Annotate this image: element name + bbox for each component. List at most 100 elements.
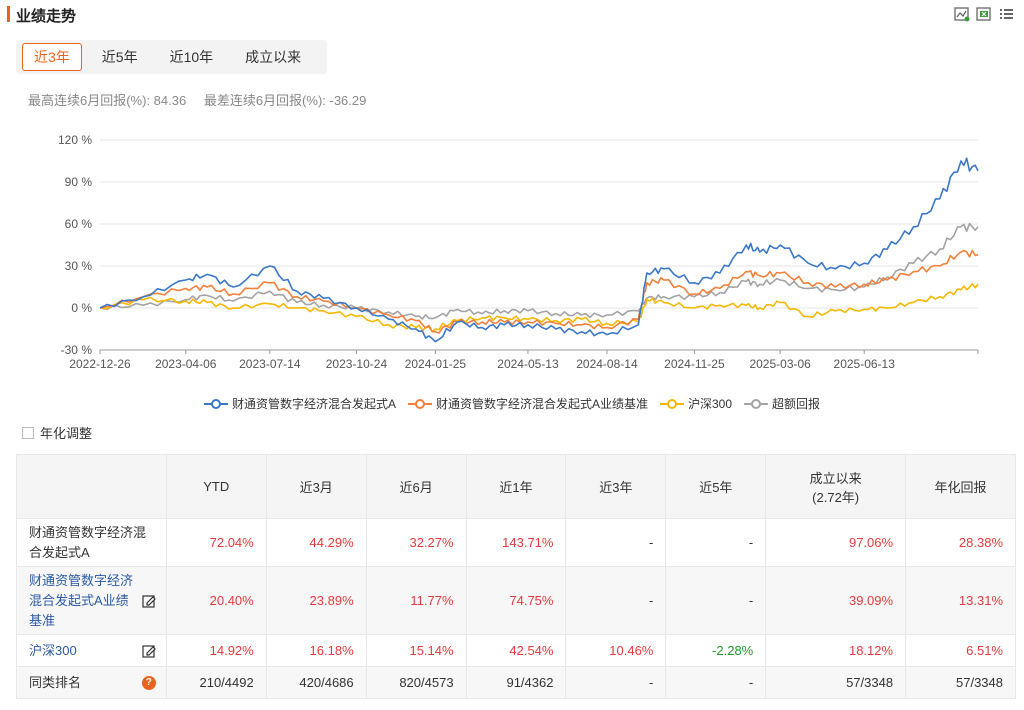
table-cell: 32.27% (365, 518, 467, 567)
table-cell: - (665, 666, 767, 699)
table-cell: 15.14% (365, 634, 467, 667)
series-line-2 (99, 283, 979, 333)
accent-bar (7, 6, 10, 22)
legend-label: 财通资管数字经济混合发起式A (231, 397, 396, 411)
column-header: 近5年 (665, 454, 767, 519)
row-name[interactable]: 财通资管数字经济混合发起式A业绩基准 (16, 566, 167, 635)
table-cell: 74.75% (465, 566, 567, 635)
series-line-0 (99, 157, 979, 343)
x-tick-label: 2025-03-06 (749, 357, 811, 371)
legend-label: 沪深300 (687, 397, 733, 411)
y-tick-label: -30 % (61, 343, 93, 357)
table-cell: 16.18% (265, 634, 367, 667)
series-line-3 (99, 222, 979, 320)
table-cell: 44.29% (265, 518, 367, 567)
row-name: 同类排名? (16, 666, 167, 699)
tab-10y[interactable]: 近10年 (169, 49, 214, 65)
list-icon[interactable] (998, 6, 1014, 22)
column-header: 近6月 (365, 454, 467, 519)
help-icon[interactable]: ? (141, 675, 156, 690)
tab-3y[interactable]: 近3年 (22, 43, 82, 71)
table-cell: 91/4362 (465, 666, 567, 699)
table-cell: 57/3348 (765, 666, 907, 699)
table-row: 财通资管数字经济混合发起式A 72.04% 44.29% 32.27% 143.71% -… (16, 518, 1016, 567)
x-tick-label: 2023-10-24 (326, 357, 388, 371)
annualize-label: 年化调整 (40, 426, 93, 441)
tab-since-inception[interactable]: 成立以来 (245, 49, 302, 65)
y-tick-label: 30 % (65, 259, 93, 273)
x-tick-label: 2024-05-13 (497, 357, 559, 371)
period-tabs: 近3年 近5年 近10年 成立以来 (16, 40, 328, 74)
y-tick-label: 90 % (65, 175, 93, 189)
performance-table: YTD 近3月 近6月 近1年 近3年 近5年 成立以来 (2.72年) 年化回报 财通资管数字… (16, 454, 1016, 699)
table-cell: - (565, 666, 667, 699)
table-cell: - (565, 518, 667, 567)
table-cell: 210/4492 (165, 666, 267, 699)
table-cell: - (565, 566, 667, 635)
chart-image-icon[interactable] (954, 6, 970, 22)
edit-icon[interactable] (142, 644, 156, 658)
legend-item[interactable]: 超额回报 (744, 395, 820, 412)
table-cell: - (665, 518, 767, 567)
table-cell: 10.46% (565, 634, 667, 667)
column-header (16, 454, 167, 519)
legend-item[interactable]: 财通资管数字经济混合发起式A业绩基准 (407, 395, 648, 412)
x-tick-label: 2023-04-06 (155, 357, 217, 371)
table-cell: 420/4686 (265, 666, 367, 699)
legend-item[interactable]: 沪深300 (659, 395, 733, 412)
legend-label: 财通资管数字经济混合发起式A业绩基准 (435, 397, 648, 411)
table-row: 沪深300 14.92% 16.18% 15.14% 42.54% 10.46% -2.28… (16, 634, 1016, 667)
column-header: 年化回报 (905, 454, 1016, 519)
table-cell: 28.38% (905, 518, 1016, 567)
table-cell: 42.54% (465, 634, 567, 667)
legend-label: 超额回报 (772, 397, 821, 411)
performance-chart: 120 % 90 % 60 % 30 % 0 % -30 %2022-12-26 2023-… (58, 133, 979, 371)
tab-5y[interactable]: 近5年 (101, 49, 138, 65)
x-tick-label: 2023-07-14 (239, 357, 301, 371)
table-cell: 6.51% (905, 634, 1016, 667)
worst-6m-return: 最差连续6月回报(%): -36.29 (203, 93, 367, 108)
y-tick-label: 0 % (71, 301, 92, 315)
annualize-checkbox[interactable] (22, 426, 34, 439)
x-tick-label: 2022-12-26 (69, 357, 131, 371)
table-cell: 143.71% (465, 518, 567, 567)
x-tick-label: 2025-06-13 (834, 357, 896, 371)
section-header: 业绩走势 (0, 0, 1024, 28)
chart-legend: 财通资管数字经济混合发起式A 财通资管数字经济混合发起式A业绩基准 沪深300 超额回… (0, 395, 1024, 412)
row-name: 财通资管数字经济混合发起式A (16, 518, 167, 567)
x-tick-label: 2024-11-25 (664, 357, 725, 371)
table-row: 同类排名? 210/4492 420/4686 820/4573 91/4362- -57… (16, 666, 1016, 699)
table-cell: 20.40% (165, 566, 267, 635)
table-cell: 14.92% (165, 634, 267, 667)
column-header: 近3月 (265, 454, 367, 519)
column-header: 近1年 (465, 454, 567, 519)
legend-marker (659, 398, 684, 409)
legend-marker (744, 398, 769, 409)
table-cell: 13.31% (905, 566, 1016, 635)
x-tick-label: 2024-08-14 (576, 357, 638, 371)
column-header: 近3年 (565, 454, 667, 519)
table-cell: 23.89% (265, 566, 367, 635)
series-line-1 (99, 249, 979, 334)
y-tick-label: 120 % (58, 133, 92, 147)
table-cell: 820/4573 (365, 666, 467, 699)
table-cell: - (665, 566, 767, 635)
legend-marker (203, 398, 228, 409)
table-cell: 57/3348 (905, 666, 1016, 699)
annualize-toggle[interactable]: 年化调整 (22, 423, 92, 442)
edit-icon[interactable] (142, 594, 156, 608)
table-cell: 72.04% (165, 518, 267, 567)
y-tick-label: 60 % (65, 217, 93, 231)
return-stats: 最高连续6月回报(%): 84.36 最差连续6月回报(%): -36.29 (28, 90, 380, 109)
x-tick-label: 2024-01-25 (405, 357, 467, 371)
legend-item[interactable]: 财通资管数字经济混合发起式A (203, 395, 396, 412)
table-cell: 18.12% (765, 634, 907, 667)
table-cell: -2.28% (665, 634, 767, 667)
row-name[interactable]: 沪深300 (16, 634, 167, 667)
table-cell: 11.77% (365, 566, 467, 635)
section-title: 业绩走势 (16, 8, 77, 25)
excel-export-icon[interactable] (976, 6, 992, 22)
table-cell: 39.09% (765, 566, 907, 635)
table-row: 财通资管数字经济混合发起式A业绩基准 20.40% 23.89% 11.77% 74.7… (16, 566, 1016, 635)
column-header: 成立以来 (2.72年) (765, 454, 907, 519)
